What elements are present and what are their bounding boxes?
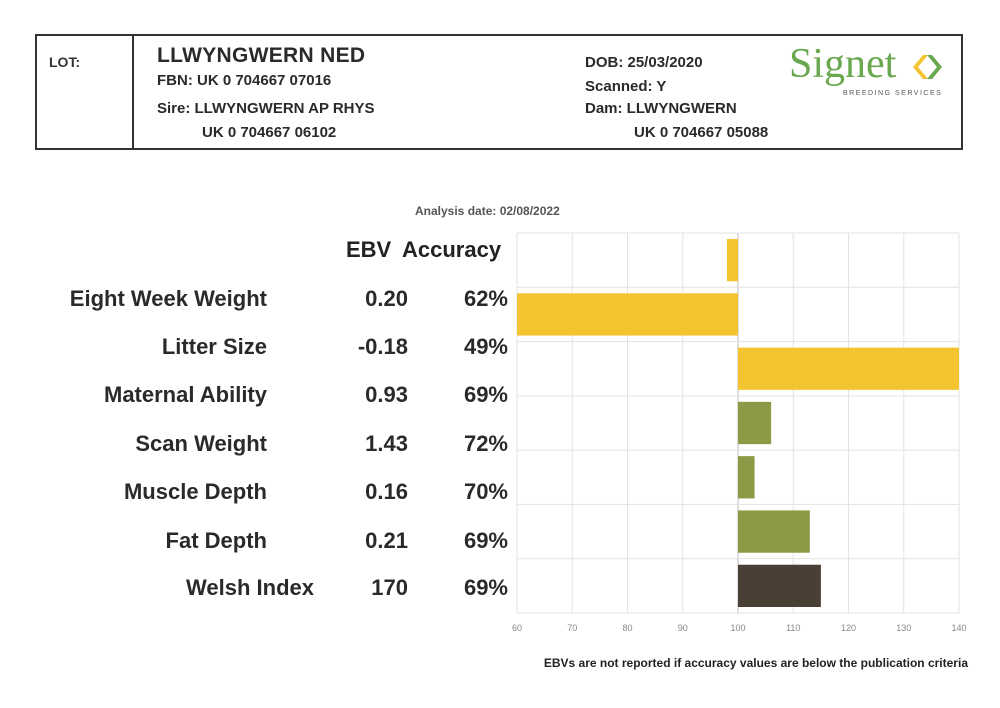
trait-label: Fat Depth <box>165 528 267 553</box>
ebv-bar-chart: 60 70 80 90 100 110 120 130 140 <box>512 232 967 633</box>
lot-label: LOT: <box>49 54 81 70</box>
trait-accuracy-value: 70% <box>463 479 508 504</box>
trait-ebv-value: 0.93 <box>365 382 408 407</box>
trait-ebv-value: 170 <box>371 575 408 600</box>
trait-ebv-value: 0.16 <box>365 479 408 504</box>
trait-accuracy-value: 72% <box>463 431 508 456</box>
bar-scan-weight <box>738 401 772 445</box>
dam: Dam: LLWYNGWERN <box>585 100 737 117</box>
logo-subtitle: BREEDING SERVICES <box>843 90 943 97</box>
scanned: Scanned: Y <box>585 78 667 95</box>
trait-ebv-value: 1.43 <box>365 431 408 456</box>
bar-fat-depth <box>738 510 810 553</box>
x-tick-label: 130 <box>896 623 911 633</box>
trait-ebv-value: 0.20 <box>365 286 408 311</box>
sire-id: UK 0 704667 06102 <box>202 124 337 141</box>
dam-id: UK 0 704667 05088 <box>634 124 769 141</box>
logo-chevrons-icon <box>913 55 942 79</box>
fbn: FBN: UK 0 704667 07016 <box>157 72 332 89</box>
footnote: EBVs are not reported if accuracy values… <box>543 656 968 670</box>
trait-accuracy-value: 62% <box>463 286 508 311</box>
animal-header: LOT: LLWYNGWERN NED FBN: UK 0 704667 070… <box>35 34 963 150</box>
analysis-date: Analysis date: 02/08/2022 <box>415 204 560 218</box>
trait-label: Maternal Ability <box>104 382 267 407</box>
trait-label: Litter Size <box>161 334 267 359</box>
bar-litter-size <box>517 293 738 336</box>
bar-welsh-index <box>738 564 821 607</box>
bar-muscle-depth <box>738 456 755 499</box>
sire: Sire: LLWYNGWERN AP RHYS <box>157 100 375 117</box>
x-tick-label: 60 <box>512 623 522 633</box>
x-tick-label: 90 <box>678 623 688 633</box>
signet-logo: Signet BREEDING SERVICES <box>789 42 949 102</box>
trait-accuracy-value: 69% <box>463 528 508 553</box>
x-tick-label: 100 <box>730 623 745 633</box>
trait-label: Muscle Depth <box>123 479 267 504</box>
animal-name: LLWYNGWERN NED <box>157 44 366 67</box>
trait-ebv-value: -0.18 <box>357 334 408 359</box>
header-divider <box>132 36 134 148</box>
x-tick-label: 140 <box>951 623 966 633</box>
trait-label: Scan Weight <box>135 431 267 456</box>
bar-eight-week-weight <box>726 239 738 282</box>
trait-accuracy-value: 49% <box>463 334 508 359</box>
trait-label: Eight Week Weight <box>69 286 267 311</box>
bar-maternal-ability <box>738 347 959 390</box>
trait-accuracy-value: 69% <box>463 382 508 407</box>
accuracy-column-header: Accuracy <box>402 237 502 262</box>
x-tick-label: 110 <box>786 623 800 633</box>
x-tick-label: 70 <box>567 623 577 633</box>
dob: DOB: 25/03/2020 <box>585 54 703 71</box>
trait-label: Welsh Index <box>186 575 314 600</box>
ebv-column-header: EBV <box>346 237 392 262</box>
x-tick-label: 80 <box>622 623 632 633</box>
trait-ebv-value: 0.21 <box>365 528 408 553</box>
x-tick-label: 120 <box>841 623 856 633</box>
trait-accuracy-value: 69% <box>463 575 508 600</box>
logo-word: Signet <box>789 41 897 87</box>
